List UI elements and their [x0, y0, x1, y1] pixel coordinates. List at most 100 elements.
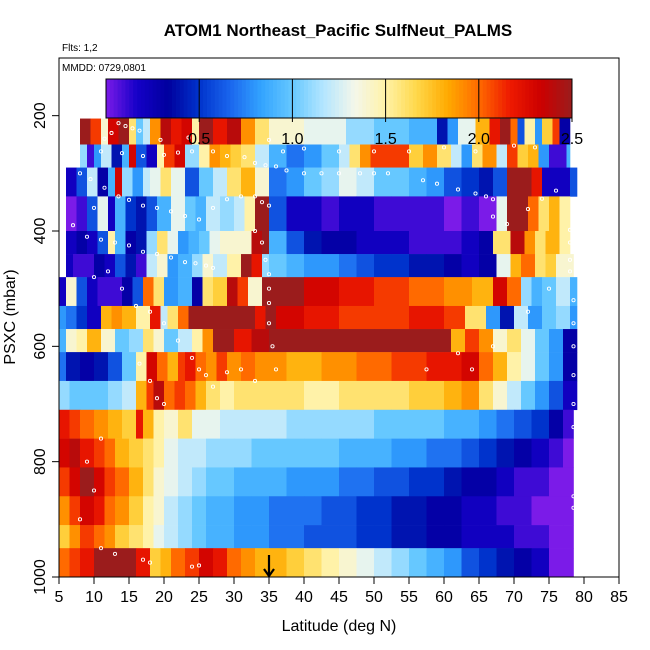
heatmap-cell — [108, 352, 123, 382]
heatmap-cell — [164, 380, 175, 411]
heatmap-cell — [199, 231, 210, 255]
sample-point — [511, 143, 517, 148]
sample-point — [123, 123, 128, 129]
colorbar-swatch — [540, 79, 546, 118]
heatmap-cell — [251, 231, 263, 255]
heatmap-cell — [496, 409, 515, 439]
sample-point — [266, 301, 272, 306]
colorbar-swatch — [502, 79, 507, 118]
heatmap-cell — [356, 231, 375, 255]
heatmap-cell — [356, 525, 375, 549]
heatmap-cell — [514, 548, 532, 578]
heatmap-cell — [374, 118, 410, 145]
heatmap-cell — [59, 467, 70, 497]
sample-point — [266, 137, 272, 142]
heatmap-cell — [566, 144, 571, 168]
colorbar-swatch — [525, 79, 530, 118]
heatmap-cell — [80, 525, 95, 549]
colorbar-swatch — [412, 79, 418, 118]
heatmap-cell — [94, 438, 105, 468]
sample-point — [98, 237, 104, 242]
heatmap-cell — [157, 231, 168, 255]
colorbar-swatch — [381, 79, 386, 118]
sample-point — [196, 217, 202, 222]
heatmap-cell — [269, 231, 287, 255]
heatmap-cell — [409, 167, 427, 197]
heatmap-cell — [206, 525, 221, 549]
colorbar-swatch — [257, 79, 262, 118]
heatmap-cell — [426, 196, 445, 232]
colorbar-swatch — [172, 79, 177, 118]
heatmap-cell — [178, 525, 193, 549]
heatmap-cell — [493, 329, 508, 353]
heatmap-cell — [80, 496, 95, 526]
heatmap-cell — [227, 548, 242, 578]
heatmap-cell — [80, 467, 95, 497]
heatmap-cell — [321, 144, 340, 168]
heatmap-cell — [220, 380, 235, 411]
heatmap-cell — [192, 409, 207, 439]
sample-point — [280, 149, 286, 154]
x-tick-label: 85 — [610, 589, 628, 606]
sample-point — [119, 151, 125, 156]
sample-point — [252, 160, 258, 166]
sample-point — [102, 185, 107, 190]
heatmap-cell — [444, 409, 462, 439]
heatmap-cell — [76, 167, 88, 197]
heatmap-cell — [143, 496, 154, 526]
heatmap-cell — [241, 167, 256, 197]
heatmap-cell — [164, 438, 179, 468]
sample-point — [473, 149, 478, 154]
heatmap-cell — [542, 305, 557, 330]
latitude-marker-arrow — [263, 555, 275, 578]
heatmap-cell — [304, 277, 340, 307]
heatmap-cell — [97, 167, 109, 197]
colorbar-swatch — [505, 79, 511, 118]
heatmap-cell — [230, 144, 242, 168]
heatmap-cell — [524, 118, 536, 145]
heatmap-cell — [304, 167, 322, 197]
heatmap-cell — [69, 438, 81, 468]
heatmap-cell — [244, 196, 256, 232]
colorbar-swatch — [175, 79, 181, 118]
heatmap-cell — [304, 438, 322, 468]
heatmap-cell — [269, 380, 287, 411]
heatmap-cell — [94, 254, 105, 278]
heatmap-cell — [339, 438, 357, 468]
sample-point — [238, 194, 244, 199]
colorbar-swatch — [117, 79, 122, 118]
sample-point — [420, 178, 426, 183]
heatmap-cell — [136, 548, 151, 578]
heatmap-cell — [178, 329, 193, 353]
heatmap-cell — [514, 409, 532, 439]
heatmap-cell — [234, 438, 252, 468]
heatmap-cell — [304, 548, 322, 578]
heatmap-cell — [479, 254, 497, 278]
colorbar-swatch — [373, 79, 379, 118]
heatmap-cell — [409, 496, 427, 526]
heatmap-cell — [356, 254, 375, 278]
sample-point — [130, 126, 135, 131]
heatmap-cell — [251, 409, 270, 439]
heatmap-cell — [521, 380, 536, 411]
heatmap-cell — [549, 409, 564, 439]
colorbar-swatch — [478, 79, 484, 118]
sample-point — [161, 321, 167, 326]
colorbar-swatch — [436, 79, 441, 118]
heatmap-cell — [255, 352, 270, 382]
heatmap-cell — [552, 118, 560, 145]
heatmap-cell — [59, 496, 70, 526]
heatmap-cell — [269, 254, 287, 278]
heatmap-cell — [251, 525, 270, 549]
heatmap-cell — [409, 352, 427, 382]
heatmap-cell — [339, 231, 357, 255]
sample-point — [567, 257, 573, 262]
sample-point — [77, 517, 83, 522]
colorbar-swatch — [529, 79, 534, 118]
heatmap-cell — [227, 167, 242, 197]
heatmap-cell — [241, 144, 256, 168]
heatmap-cell — [304, 352, 322, 382]
heatmap-cell — [153, 380, 165, 411]
sample-point — [252, 378, 258, 383]
heatmap-cell — [276, 305, 305, 330]
